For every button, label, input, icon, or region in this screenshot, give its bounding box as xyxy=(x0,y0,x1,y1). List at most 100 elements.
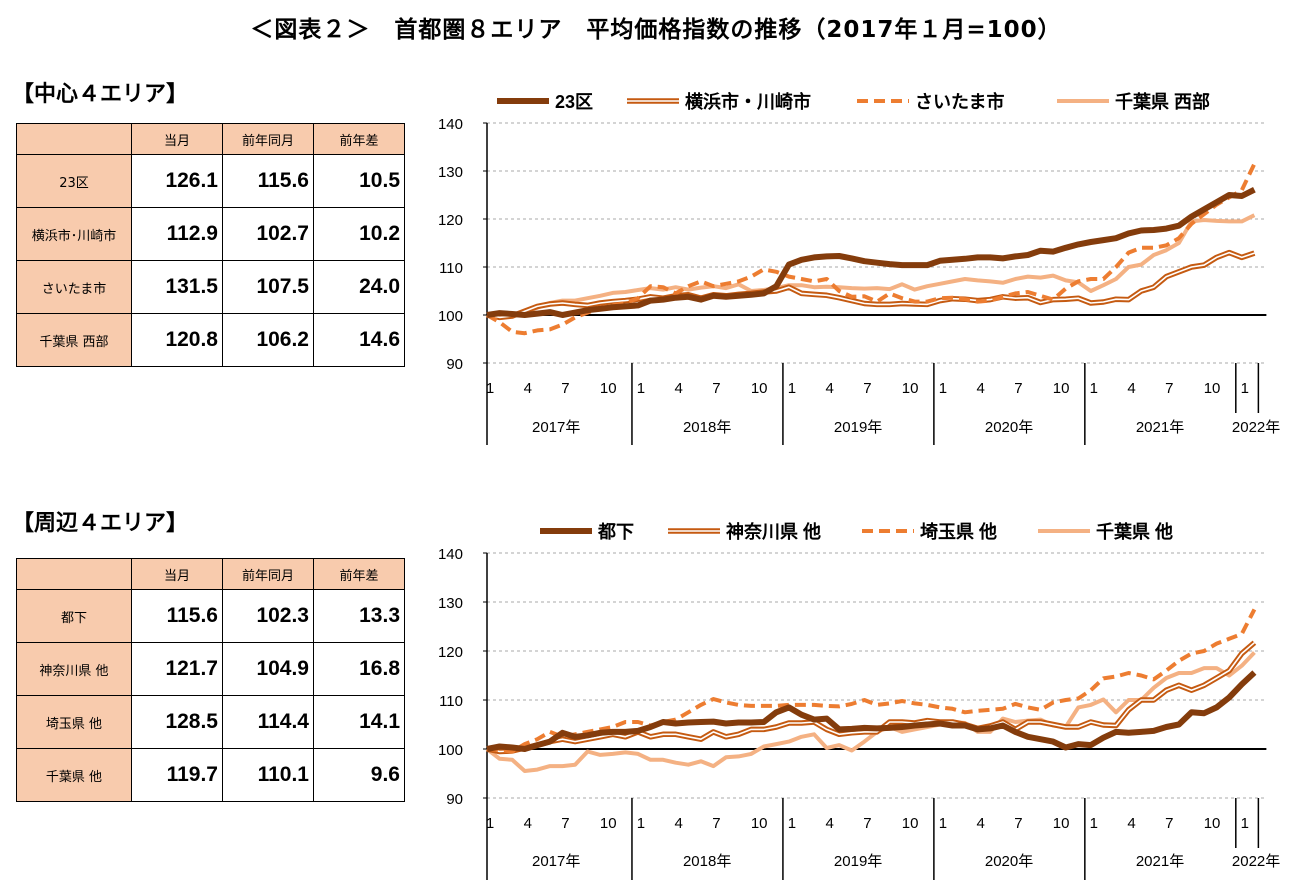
x-tick-label: 4 xyxy=(1127,815,1135,832)
cell: 120.8 xyxy=(131,313,223,367)
y-tick-label: 90 xyxy=(446,791,463,808)
row-label: 千葉県 西部 xyxy=(16,313,132,367)
series-line-3 xyxy=(486,608,1257,754)
cell: 16.8 xyxy=(313,642,405,696)
legend-label: 横浜市・川崎市 xyxy=(685,91,811,112)
table-row: 神奈川県 他 121.7 104.9 16.8 xyxy=(16,642,405,696)
y-tick-label: 120 xyxy=(438,212,463,229)
section-heading-peripheral: 【周辺４エリア】 xyxy=(12,511,189,536)
year-label: 2022年 xyxy=(1232,853,1280,870)
table-central: 当月 前年同月 前年差 23区 126.1 115.6 10.5 横浜市･川崎市 112… xyxy=(16,123,405,367)
year-label: 2022年 xyxy=(1232,419,1280,436)
x-tick-label: 10 xyxy=(902,380,919,397)
x-tick-label: 10 xyxy=(751,380,768,397)
row-label: 埼玉県 他 xyxy=(16,695,132,749)
x-tick-label: 10 xyxy=(600,380,617,397)
table-peripheral: 当月 前年同月 前年差 都下 115.6 102.3 13.3 神奈川県 他 121.7… xyxy=(16,558,405,802)
cell: 128.5 xyxy=(131,695,223,749)
row-label: 千葉県 他 xyxy=(16,748,132,802)
y-tick-label: 130 xyxy=(438,164,463,181)
series-line-2-inner xyxy=(486,251,1255,319)
header-cell xyxy=(16,123,132,155)
y-tick-label: 130 xyxy=(438,595,463,612)
x-tick-label: 1 xyxy=(486,815,494,832)
year-label: 2021年 xyxy=(1136,853,1184,870)
x-tick-label: 10 xyxy=(902,815,919,832)
header-cell: 前年同月 xyxy=(222,558,314,590)
cell: 110.1 xyxy=(222,748,314,802)
y-tick-label: 100 xyxy=(438,308,463,325)
table-header-row: 当月 前年同月 前年差 xyxy=(16,558,405,590)
x-tick-label: 7 xyxy=(1165,380,1173,397)
x-tick-label: 4 xyxy=(524,380,532,397)
header-cell xyxy=(16,558,132,590)
cell: 114.4 xyxy=(222,695,314,749)
table-row: さいたま市 131.5 107.5 24.0 xyxy=(16,260,405,314)
cell: 102.7 xyxy=(222,207,314,261)
legend-label: 千葉県 西部 xyxy=(1115,91,1210,112)
x-tick-label: 1 xyxy=(1090,815,1098,832)
x-tick-label: 7 xyxy=(712,380,720,397)
table-row: 千葉県 西部 120.8 106.2 14.6 xyxy=(16,313,405,367)
y-tick-label: 110 xyxy=(439,260,463,277)
x-tick-label: 1 xyxy=(939,815,947,832)
x-tick-label: 4 xyxy=(1127,380,1135,397)
cell: 121.7 xyxy=(131,642,223,696)
x-tick-label: 1 xyxy=(1241,380,1249,397)
legend-label: 千葉県 他 xyxy=(1096,521,1173,542)
legend-label: さいたま市 xyxy=(915,91,1004,112)
x-tick-label: 1 xyxy=(788,815,796,832)
row-label: 23区 xyxy=(16,154,132,208)
x-tick-label: 7 xyxy=(712,815,720,832)
year-label: 2017年 xyxy=(532,419,580,436)
cell: 14.6 xyxy=(313,313,405,367)
row-label: さいたま市 xyxy=(16,260,132,314)
x-tick-label: 4 xyxy=(675,380,683,397)
y-tick-label: 140 xyxy=(438,546,463,563)
row-label: 神奈川県 他 xyxy=(16,642,132,696)
x-tick-label: 7 xyxy=(1014,380,1022,397)
cell: 9.6 xyxy=(313,748,405,802)
cell: 102.3 xyxy=(222,589,314,643)
year-label: 2020年 xyxy=(985,853,1033,870)
x-tick-label: 1 xyxy=(1090,380,1098,397)
series-line-4 xyxy=(485,651,1256,773)
x-tick-label: 4 xyxy=(976,815,984,832)
x-tick-label: 4 xyxy=(976,380,984,397)
cell: 126.1 xyxy=(131,154,223,208)
x-tick-label: 4 xyxy=(524,815,532,832)
legend-label: 神奈川県 他 xyxy=(726,521,821,542)
cell: 115.6 xyxy=(222,154,314,208)
x-tick-label: 10 xyxy=(1053,380,1070,397)
cell: 107.5 xyxy=(222,260,314,314)
year-label: 2018年 xyxy=(683,419,731,436)
x-tick-label: 4 xyxy=(675,815,683,832)
x-tick-label: 1 xyxy=(788,380,796,397)
x-tick-label: 7 xyxy=(561,815,569,832)
cell: 13.3 xyxy=(313,589,405,643)
x-tick-label: 10 xyxy=(1204,380,1221,397)
x-tick-label: 4 xyxy=(825,815,833,832)
cell: 10.2 xyxy=(313,207,405,261)
y-tick-label: 90 xyxy=(446,356,463,373)
x-tick-label: 1 xyxy=(939,380,947,397)
series-line-4 xyxy=(486,213,1256,318)
legend-label: 都下 xyxy=(597,522,634,542)
x-tick-label: 1 xyxy=(486,380,494,397)
series-line-1 xyxy=(486,187,1256,318)
y-tick-label: 120 xyxy=(438,644,463,661)
table-row: 埼玉県 他 128.5 114.4 14.1 xyxy=(16,695,405,749)
x-tick-label: 1 xyxy=(637,380,645,397)
table-row: 横浜市･川崎市 112.9 102.7 10.2 xyxy=(16,207,405,261)
cell: 115.6 xyxy=(131,589,223,643)
figure-title: ＜図表２＞ 首都圏８エリア 平均価格指数の推移（2017年１月=100） xyxy=(250,17,1062,43)
x-tick-label: 7 xyxy=(561,380,569,397)
header-cell: 前年差 xyxy=(313,123,405,155)
table-header-row: 当月 前年同月 前年差 xyxy=(16,123,405,155)
header-cell: 当月 xyxy=(131,558,223,590)
x-tick-label: 1 xyxy=(637,815,645,832)
cell: 119.7 xyxy=(131,748,223,802)
x-tick-label: 4 xyxy=(825,380,833,397)
x-tick-label: 10 xyxy=(600,815,617,832)
